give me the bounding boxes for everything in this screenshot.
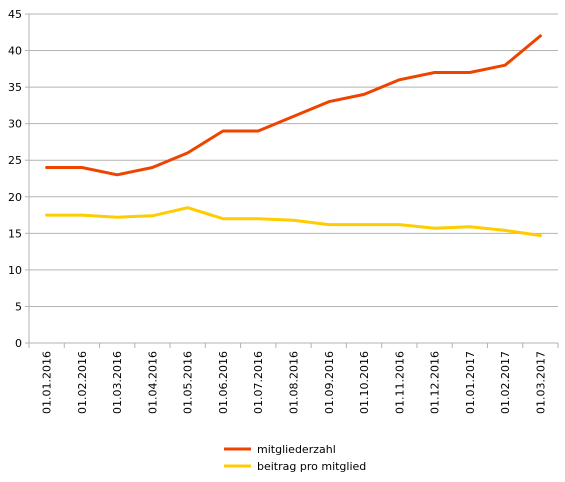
legend-label: mitgliederzahl — [257, 443, 336, 456]
gridlines — [29, 14, 558, 306]
x-tick-label: 01.09.2016 — [323, 351, 336, 414]
y-tick-label: 45 — [8, 8, 22, 21]
series-lines — [47, 36, 541, 236]
x-tick-label: 01.08.2016 — [288, 351, 301, 414]
x-tick-label: 01.10.2016 — [358, 351, 371, 414]
x-tick-label: 01.05.2016 — [182, 351, 195, 414]
legend-label: beitrag pro mitglied — [257, 460, 366, 473]
x-tick-label: 01.11.2016 — [393, 351, 406, 414]
x-tick-label: 01.02.2017 — [499, 351, 512, 414]
series-line-1 — [47, 208, 541, 236]
x-tick-label: 01.06.2016 — [217, 351, 230, 414]
x-tick-label: 01.03.2016 — [111, 351, 124, 414]
y-tick-label: 10 — [8, 264, 22, 277]
legend: mitgliederzahl beitrag pro mitglied — [224, 443, 366, 473]
y-tick-label: 15 — [8, 227, 22, 240]
y-tick-label: 25 — [8, 154, 22, 167]
y-axis: 0 5 10 15 20 25 30 35 40 45 — [8, 8, 29, 350]
y-tick-label: 30 — [8, 118, 22, 131]
y-tick-label: 20 — [8, 191, 22, 204]
x-tick-label: 01.01.2017 — [464, 351, 477, 414]
x-tick-label: 01.01.2016 — [41, 351, 54, 414]
x-tick-label: 01.02.2016 — [76, 351, 89, 414]
x-tick-label: 01.12.2016 — [429, 351, 442, 414]
y-tick-label: 0 — [15, 337, 22, 350]
series-line-0 — [47, 36, 541, 175]
y-tick-label: 35 — [8, 81, 22, 94]
y-tick-label: 5 — [15, 300, 22, 313]
x-axis: 01.01.2016 01.02.2016 01.03.2016 01.04.2016… — [29, 343, 558, 414]
x-tick-label: 01.03.2017 — [534, 351, 547, 414]
x-tick-label: 01.07.2016 — [252, 351, 265, 414]
y-tick-label: 40 — [8, 45, 22, 58]
x-tick-label: 01.04.2016 — [146, 351, 159, 414]
